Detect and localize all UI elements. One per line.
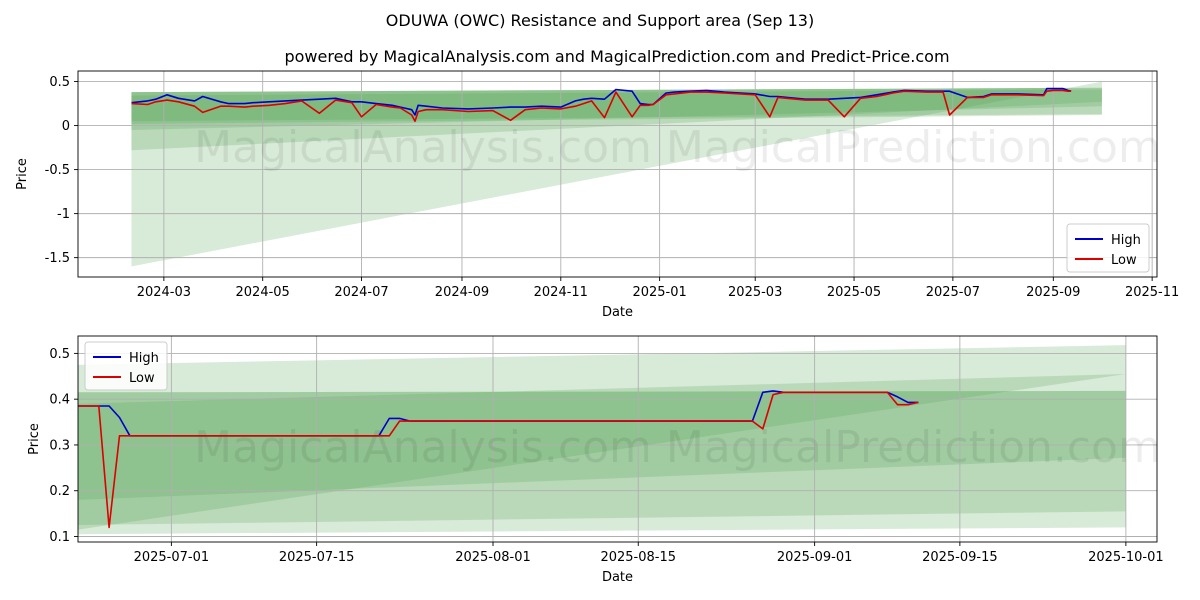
- y-tick-label: -0.5: [45, 163, 70, 178]
- x-tick-label: 2025-09-01: [777, 550, 853, 565]
- watermark: MagicalAnalysis.com MagicalPrediction.co…: [194, 422, 1161, 473]
- top-panel: 2024-03 2024-05 2024-07 2024-09 2024-11 2025-…: [15, 70, 1179, 320]
- chart-title: ODUWA (OWC) Resistance and Support area …: [386, 11, 814, 30]
- legend-label-high: High: [129, 351, 159, 366]
- y-tick-label: -1: [57, 207, 70, 222]
- y-tick-label: 0.5: [49, 75, 70, 90]
- x-tick-label: 2025-11: [1125, 285, 1179, 300]
- legend-label-low: Low: [1111, 253, 1137, 268]
- plot-frame: [77, 70, 1158, 278]
- x-tick-label: 2024-05: [236, 285, 290, 300]
- y-tick-label: 0: [62, 119, 70, 134]
- x-tick-label: 2025-09-15: [922, 550, 998, 565]
- bottom-panel: 2025-07-01 2025-07-15 2025-08-01 2025-08-15…: [27, 335, 1164, 585]
- x-tick-label: 2025-05: [827, 285, 881, 300]
- x-tick-label: 2025-08-15: [600, 550, 676, 565]
- band-1: [78, 345, 1126, 530]
- band-2: [78, 390, 1126, 500]
- x-tick-label: 2024-09: [435, 285, 489, 300]
- x-tick-label: 2025-07-01: [134, 550, 210, 565]
- y-tick-label: 0.4: [49, 393, 70, 408]
- band-1: [131, 81, 1102, 267]
- x-tick-label: 2025-09: [1026, 285, 1080, 300]
- legend-label-low: Low: [129, 371, 155, 386]
- x-tick-label: 2025-07: [926, 285, 980, 300]
- x-tick-label: 2024-11: [534, 285, 588, 300]
- watermark: MagicalAnalysis.com MagicalPrediction.co…: [194, 122, 1161, 173]
- band-3: [78, 390, 1126, 526]
- chart-subtitle: powered by MagicalAnalysis.com and Magic…: [284, 47, 949, 66]
- y-tick-label: 0.1: [49, 530, 70, 545]
- series-line-low: [78, 391, 919, 529]
- legend-label-high: High: [1111, 233, 1141, 248]
- x-tick-label: 2025-08-01: [455, 550, 531, 565]
- x-tick-label: 2025-01: [632, 285, 686, 300]
- series-line-high: [131, 87, 1072, 116]
- y-tick-label: -1.5: [45, 251, 70, 266]
- band-4: [78, 373, 1126, 535]
- legend-box: [84, 341, 168, 391]
- x-tick-label: 2025-03: [728, 285, 782, 300]
- band-3: [131, 87, 1102, 130]
- y-tick-label: 0.5: [49, 347, 70, 362]
- x-axis-label: Date: [602, 305, 633, 320]
- y-tick-label: 0.2: [49, 484, 70, 499]
- x-tick-label: 2025-10-01: [1088, 550, 1164, 565]
- y-axis-label: Price: [27, 423, 42, 455]
- x-tick-label: 2024-07: [334, 285, 388, 300]
- x-axis-label: Date: [602, 570, 633, 585]
- plot-frame: [77, 335, 1158, 543]
- band-4: [131, 87, 1102, 122]
- y-axis-label: Price: [15, 158, 30, 190]
- y-tick-label: 0.3: [49, 438, 70, 453]
- x-tick-label: 2025-07-15: [279, 550, 355, 565]
- x-tick-label: 2024-03: [137, 285, 191, 300]
- series-line-low: [131, 89, 1072, 122]
- legend-box: [1066, 223, 1150, 273]
